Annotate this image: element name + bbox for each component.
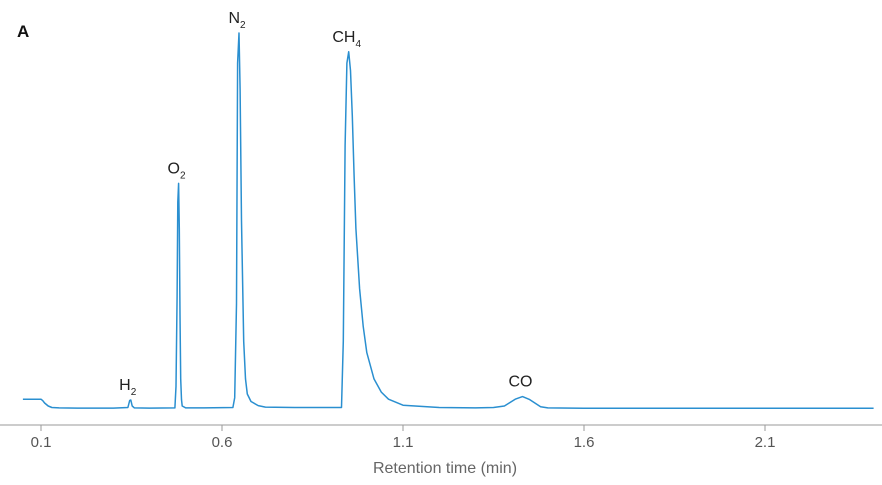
x-axis-title: Retention time (min)	[373, 460, 517, 477]
peak-label: N2	[228, 10, 246, 31]
peak-annotations: H2 O2 N2 CH4 CO	[119, 10, 532, 398]
x-tick-label: 0.6	[212, 434, 233, 451]
x-axis-ticks: 0.1 0.6 1.1 1.6 2.1	[31, 425, 776, 451]
x-tick-label: 2.1	[755, 434, 776, 451]
peak-label: H2	[119, 377, 137, 398]
panel-label: A	[17, 22, 29, 41]
x-tick-label: 1.6	[574, 434, 595, 451]
peak-label: O2	[168, 160, 186, 181]
peak-label: CH4	[332, 29, 361, 50]
x-tick-label: 0.1	[31, 434, 52, 451]
chromatogram-trace	[22, 32, 874, 409]
peak-label: CO	[508, 374, 532, 391]
x-tick-label: 1.1	[393, 434, 414, 451]
